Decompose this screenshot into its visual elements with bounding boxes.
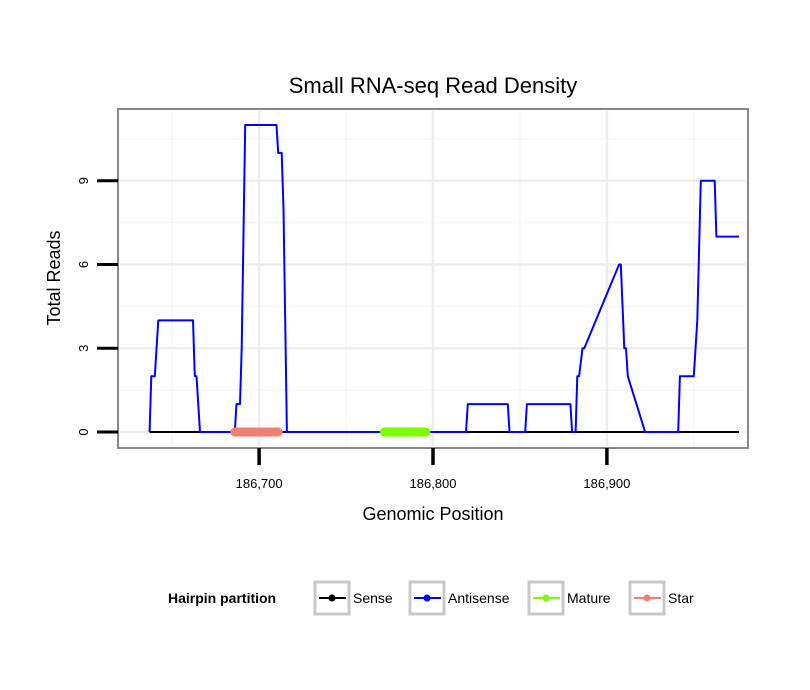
y-tick-label: 0 <box>76 428 91 435</box>
grid-lines <box>120 111 746 446</box>
legend-key-point <box>423 594 431 602</box>
legend-label: Star <box>668 590 694 606</box>
x-tick-label: 186,800 <box>410 476 457 491</box>
legend: Hairpin partition Sense Antisense Mature St… <box>168 580 694 616</box>
y-tick-label: 3 <box>76 345 91 352</box>
legend-key-point <box>328 594 336 602</box>
y-axis-label: Total Reads <box>44 230 64 325</box>
legend-label: Mature <box>567 590 611 606</box>
legend-key-point <box>542 594 550 602</box>
x-tick-label: 186,700 <box>236 476 283 491</box>
legend-item-antisense: Antisense <box>408 580 510 616</box>
x-axis-label: Genomic Position <box>362 504 503 524</box>
y-axis-ticks: 0 3 6 9 <box>76 177 118 436</box>
series-line-antisense <box>148 124 739 433</box>
legend-title: Hairpin partition <box>168 590 276 606</box>
legend-item-star: Star <box>628 580 694 616</box>
y-tick-label: 6 <box>76 261 91 268</box>
chart-title: Small RNA-seq Read Density <box>289 73 578 98</box>
y-tick-label: 9 <box>76 177 91 184</box>
x-tick-label: 186,900 <box>583 476 630 491</box>
legend-key-point <box>643 594 651 602</box>
x-axis-ticks: 186,700 186,800 186,900 <box>236 448 630 491</box>
legend-item-mature: Mature <box>527 580 611 616</box>
legend-label: Sense <box>353 590 393 606</box>
legend-item-sense: Sense <box>313 580 393 616</box>
legend-label: Antisense <box>448 590 510 606</box>
data-series <box>148 124 739 437</box>
